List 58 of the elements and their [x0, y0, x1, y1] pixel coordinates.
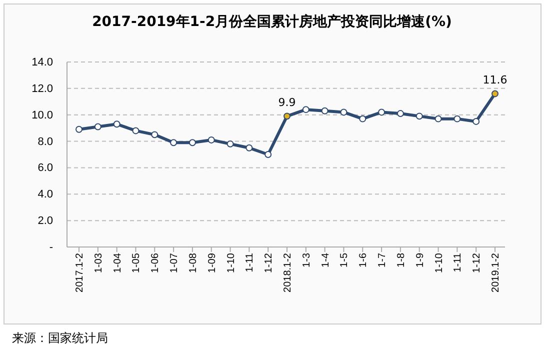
x-tick-label: 1-4 — [320, 252, 332, 268]
x-tick-label: 1-7 — [377, 252, 388, 268]
point — [188, 139, 196, 146]
point — [132, 127, 140, 134]
x-tick-label: 1-12 — [264, 252, 275, 274]
y-tick-label: 10.0 — [32, 109, 53, 122]
y-tick-label: 6.0 — [38, 162, 53, 174]
x-tick-label: 1-04 — [112, 252, 124, 274]
point — [396, 110, 404, 118]
x-tick-label: 1-08 — [188, 252, 199, 274]
x-tick-label: 1-11 — [244, 252, 256, 272]
point — [472, 118, 480, 125]
y-tick-label: 14.0 — [32, 56, 53, 69]
x-tick-label: 2019.1-2 — [490, 252, 502, 292]
y-tick-label: 2.0 — [38, 215, 53, 228]
source-note: 来源：国家统计局 — [12, 331, 108, 345]
point — [416, 112, 423, 120]
point — [170, 139, 178, 146]
y-tick-label: - — [49, 242, 54, 254]
x-tick-label: 2017.1-2 — [74, 252, 86, 292]
x-tick-label: 1-11 — [452, 252, 464, 272]
point — [492, 90, 498, 98]
point — [264, 151, 272, 158]
x-tick-label: 1-07 — [169, 252, 180, 274]
x-tick-label: 1-5 — [339, 252, 350, 268]
y-tick-label: 8.0 — [38, 136, 53, 148]
point — [113, 120, 120, 128]
point — [378, 108, 386, 116]
x-tick-label: 1-10 — [434, 252, 445, 274]
x-tick-label: 1-6 — [358, 252, 370, 268]
point — [340, 108, 348, 116]
x-tick-label: 2018.1-2 — [282, 252, 294, 292]
x-tick-label: 1-3 — [301, 252, 312, 268]
x-tick-label: 1-12 — [472, 252, 483, 274]
x-tick-label: 1-9 — [414, 252, 426, 268]
x-tick-label: 1-03 — [93, 252, 104, 274]
data-label: 9.9 — [278, 96, 296, 110]
point — [208, 136, 215, 144]
x-tick-label: 1-10 — [226, 252, 237, 274]
point — [246, 144, 253, 152]
x-tick-label: 1-09 — [206, 252, 218, 274]
point — [434, 115, 442, 122]
x-tick-label: 1-06 — [150, 252, 162, 274]
point — [359, 115, 366, 122]
y-tick-label: 12.0 — [32, 82, 53, 95]
x-tick-label: 1-8 — [396, 252, 407, 268]
point — [76, 126, 82, 133]
point — [321, 107, 328, 114]
point — [454, 115, 461, 122]
data-label: 11.6 — [482, 74, 508, 87]
point — [302, 106, 310, 114]
point — [151, 131, 158, 138]
x-tick-label: 1-05 — [131, 252, 142, 274]
y-tick-label: 4.0 — [38, 188, 53, 201]
chart-title: 2017-2019年1-2月份全国累计房地产投资同比增速(%) — [92, 13, 452, 30]
point — [226, 140, 234, 148]
point — [94, 123, 102, 130]
point — [284, 112, 290, 120]
